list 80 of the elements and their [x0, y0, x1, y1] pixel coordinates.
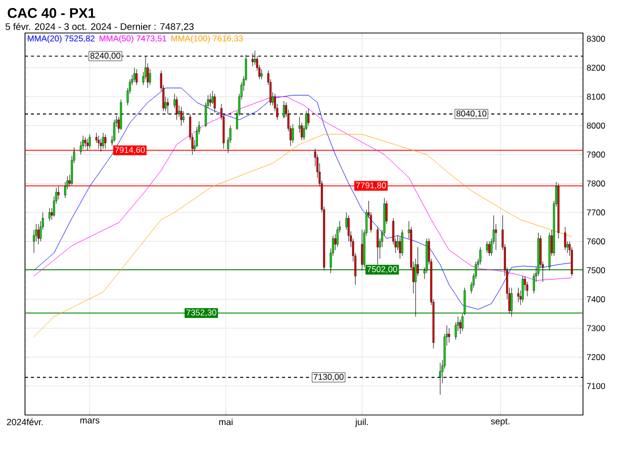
candlestick [211, 90, 214, 104]
candlestick [334, 234, 336, 250]
y-tick-label: 8300 [586, 36, 606, 42]
ref-line-label: 7791,80 [356, 182, 386, 190]
candlestick [64, 182, 66, 198]
x-tick-label: mars [80, 418, 100, 424]
candlestick [526, 282, 528, 297]
candlestick [32, 230, 35, 254]
ref-line-label: 7502,00 [367, 266, 398, 274]
candlestick [260, 68, 263, 80]
candlestick [82, 135, 84, 150]
candlestick [464, 287, 466, 316]
candlestick [84, 136, 86, 148]
ref-line-label: 7352,30 [186, 310, 216, 317]
ref-line-label: 7914,60 [115, 146, 145, 154]
candlestick [557, 183, 560, 239]
text: MMA(100) 7616,33 [171, 35, 243, 44]
y-tick-label: 7900 [586, 152, 606, 158]
candlestick [488, 241, 490, 256]
candlestick [142, 72, 144, 86]
candlestick [392, 218, 394, 245]
ref-line-label: 8240,00 [90, 52, 120, 60]
candlestick [80, 141, 82, 155]
y-tick-label: 7800 [586, 180, 606, 186]
text: MMA(50) 7473,51 [100, 35, 166, 44]
y-tick-label: 7100 [586, 383, 606, 390]
candlestick [361, 230, 364, 271]
x-tick-label: mai [219, 418, 233, 426]
candlestick [454, 322, 457, 340]
candlestick [486, 241, 488, 254]
candlestick [35, 224, 38, 242]
candlestick [532, 272, 535, 294]
y-tick-label: 8200 [586, 64, 606, 71]
candlestick [522, 276, 524, 302]
x-tick-label: 2024févr. [7, 418, 43, 426]
chart-subtitle: 5 févr. 2024 - 3 oct. 2024 - Dernier : 7487,23 [6, 22, 194, 32]
candlestick [48, 208, 51, 222]
candlestick [40, 220, 42, 242]
candlestick [86, 138, 88, 150]
candlestick [98, 135, 100, 150]
candlestick [148, 68, 151, 86]
candlestick [398, 236, 401, 259]
y-tick-label: 7300 [586, 325, 606, 332]
ref-line-label: 7130,00 [314, 374, 344, 381]
candlestick [70, 156, 73, 186]
line-series [34, 134, 572, 338]
candlestick [396, 235, 399, 250]
candlestick [100, 138, 102, 152]
candlestick [292, 124, 294, 144]
y-tick-label: 7700 [586, 209, 606, 216]
y-tick-label: 8100 [586, 94, 606, 100]
text: MMA(20) 7525,82 [28, 35, 95, 44]
candlestick [376, 226, 379, 265]
candlestick [510, 287, 513, 317]
candlestick [95, 132, 98, 144]
ref-line-label: 8040,10 [456, 110, 486, 118]
candlestick [548, 232, 551, 271]
candlestick [298, 116, 301, 134]
candlestick [37, 224, 40, 245]
candlestick [459, 319, 462, 334]
candlestick [196, 126, 198, 148]
candlestick [570, 246, 573, 276]
candlestick [564, 226, 566, 250]
x-tick-label: juil. [355, 418, 368, 427]
candlestick [370, 212, 372, 233]
candlestick [336, 226, 338, 248]
candlestick [136, 68, 138, 86]
candlestick [479, 246, 482, 265]
chart-title: CAC 40 - PX1 [8, 8, 96, 18]
y-tick-label: 7600 [586, 238, 606, 244]
y-tick-label: 7500 [586, 267, 606, 274]
candlestick [209, 94, 212, 108]
candlestick [448, 328, 450, 343]
x-tick-label: sept. [490, 418, 510, 426]
y-tick-label: 7200 [586, 354, 606, 360]
candlestick [537, 232, 540, 276]
candlestick [307, 108, 310, 126]
y-tick-label: 7400 [586, 296, 606, 302]
candlestick [517, 287, 520, 302]
y-tick-label: 8000 [586, 122, 606, 129]
